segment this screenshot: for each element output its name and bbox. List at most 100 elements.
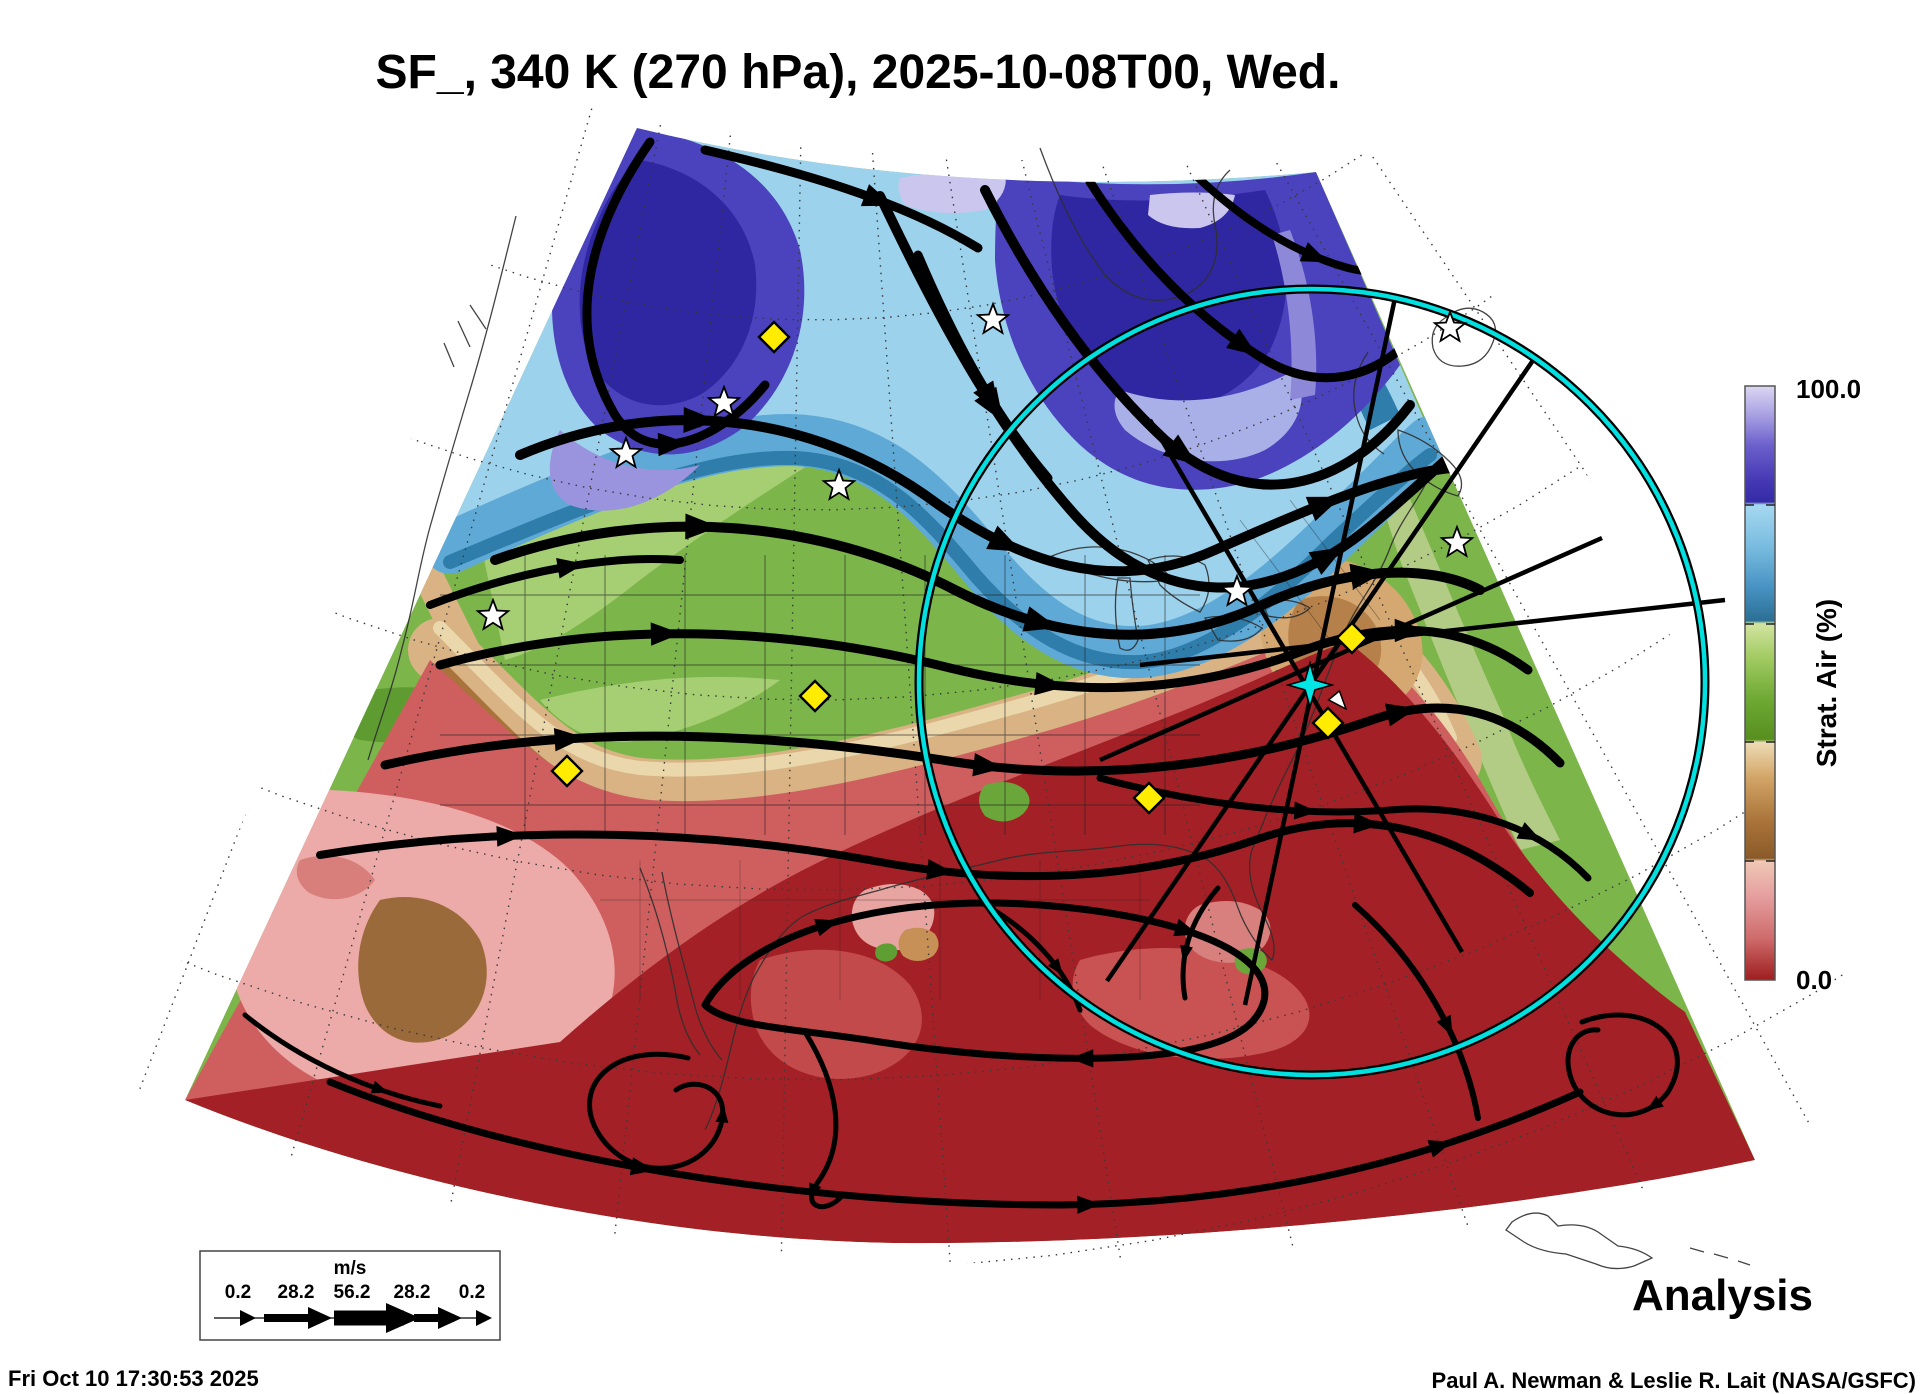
generated-timestamp: Fri Oct 10 17:30:53 2025 (8, 1366, 259, 1391)
wind-scale-arrowhead-medium (438, 1307, 462, 1329)
yellow-diamond-marker (757, 320, 791, 354)
lake-michigan (1114, 577, 1139, 651)
streamline-arrowhead (1516, 822, 1542, 841)
pacific-islands (443, 304, 487, 368)
range-ring-circle (916, 286, 1708, 1078)
streamline-arrowhead (657, 432, 689, 457)
colorbar: 100.0 0.0 Strat. Air (%) (1744, 374, 1861, 995)
wind-scale-arrowhead-medium (308, 1307, 332, 1329)
wind-scale-arrowhead-small (240, 1310, 256, 1326)
streamline (380, 703, 1565, 776)
streamline-arrowhead (1077, 1195, 1101, 1214)
trajectory-line (1105, 354, 1538, 983)
streamline-arrowhead (1069, 1049, 1094, 1068)
wind-legend-tick: 28.2 (278, 1282, 315, 1303)
streamline-arrowhead (1299, 242, 1329, 263)
wind-speed-legend: m/s 0.2 28.2 56.2 28.2 0.2 (199, 1250, 501, 1341)
streamline-arrowhead (685, 513, 719, 540)
wind-scale-arrowhead-small (476, 1310, 492, 1326)
streamline-arrowhead (1047, 958, 1064, 976)
streamline-arrowhead (1353, 812, 1381, 834)
streamline (1180, 885, 1221, 1001)
hudson-bay-coastline (1039, 147, 1231, 301)
streamline-arrowhead (556, 558, 585, 579)
streamline-arrowhead (926, 859, 955, 880)
credit-line: Paul A. Newman & Leslie R. Lait (NASA/GS… (1432, 1368, 1916, 1393)
colorbar-min-label: 0.0 (1796, 965, 1832, 995)
wind-legend-unit: m/s (334, 1258, 367, 1279)
colorbar-gradient (1744, 385, 1776, 981)
yellow-diamond-marker (798, 679, 832, 713)
newfoundland (1431, 307, 1497, 367)
streamline-arrowhead (1022, 606, 1059, 632)
trajectory-line (1139, 597, 1726, 668)
state-borders (440, 499, 1381, 1000)
streamline-arrowhead (1646, 1095, 1664, 1111)
streamline (316, 819, 1534, 897)
streamline-arrowhead (1427, 1140, 1453, 1158)
streamline-arrowhead (1384, 703, 1417, 727)
white-star-marker (1439, 524, 1475, 558)
wind-legend-tick: 28.2 (394, 1282, 431, 1303)
cuba-coastline (1505, 1212, 1654, 1270)
streamline (700, 145, 983, 253)
streamline-arrowhead (973, 380, 1000, 413)
streamline (1565, 1012, 1680, 1118)
yellow-diamond-marker (1311, 706, 1345, 740)
streamline-arrowhead (1305, 496, 1342, 522)
colorbar-axis-label: Strat. Air (%) (1811, 599, 1842, 768)
wind-scale-arrowhead-large (386, 1303, 420, 1333)
white-star-marker (475, 597, 511, 631)
wind-scale-arrow (214, 1303, 492, 1333)
nova-scotia (1397, 429, 1463, 497)
east-gulf-coastline (704, 469, 1433, 1131)
baja-california (639, 867, 723, 1061)
wind-legend-tick: 56.2 (334, 1282, 371, 1303)
wind-legend-tick: 0.2 (225, 1282, 251, 1303)
run-type-label: Analysis (1632, 1271, 1813, 1320)
plot-title: SF_, 340 K (270 hPa), 2025-10-08T00, Wed… (376, 46, 1341, 99)
streamline (701, 899, 1269, 1062)
white-star-marker (975, 301, 1011, 335)
streamline-arrowhead (1308, 546, 1345, 575)
streamline-arrowhead (1225, 328, 1258, 356)
cyan-star-marker (1285, 660, 1335, 710)
streamline-arrowhead (1180, 944, 1193, 963)
yellow-diamond-marker (1132, 781, 1166, 815)
wind-legend-tick: 0.2 (459, 1282, 485, 1303)
trajectory-line (1242, 297, 1398, 1006)
streamline (242, 1012, 443, 1109)
lake-huron (1147, 555, 1210, 613)
streamline-arrowhead (986, 525, 1023, 552)
white-star-marker (1432, 309, 1468, 343)
island-dashes (1689, 1247, 1751, 1266)
streamline-arrowhead (1034, 671, 1066, 696)
yellow-diamond-marker (550, 754, 584, 788)
streamline (980, 185, 1415, 490)
colorbar-ticks (1745, 504, 1775, 862)
station-markers (475, 301, 1475, 815)
colorbar-max-label: 100.0 (1796, 374, 1861, 404)
streamline-arrowhead (650, 622, 682, 646)
streamline-arrowhead (972, 753, 1004, 777)
streamline-arrowhead (370, 1080, 389, 1094)
white-arrow-icon (1327, 689, 1348, 711)
wind-legend-box (199, 1250, 501, 1341)
streamline (582, 137, 770, 449)
streamline-arrowhead (496, 825, 524, 847)
strat-air-color-field (185, 128, 1755, 1244)
streamline-arrowhead (1349, 563, 1385, 590)
white-star-marker (821, 467, 857, 501)
white-star-marker (1219, 573, 1255, 607)
streamline (802, 1029, 845, 1210)
wind-streamlines (242, 137, 1680, 1214)
streamline (326, 1078, 1584, 1209)
pacific-coastline (367, 215, 517, 761)
streamline-arrowhead (1436, 1014, 1453, 1037)
streamline (913, 250, 1053, 483)
streamline-arrowhead (1293, 801, 1318, 820)
streamline-arrowhead (629, 1157, 655, 1176)
streamline (1085, 177, 1435, 383)
streamline-arrowhead (814, 918, 840, 937)
